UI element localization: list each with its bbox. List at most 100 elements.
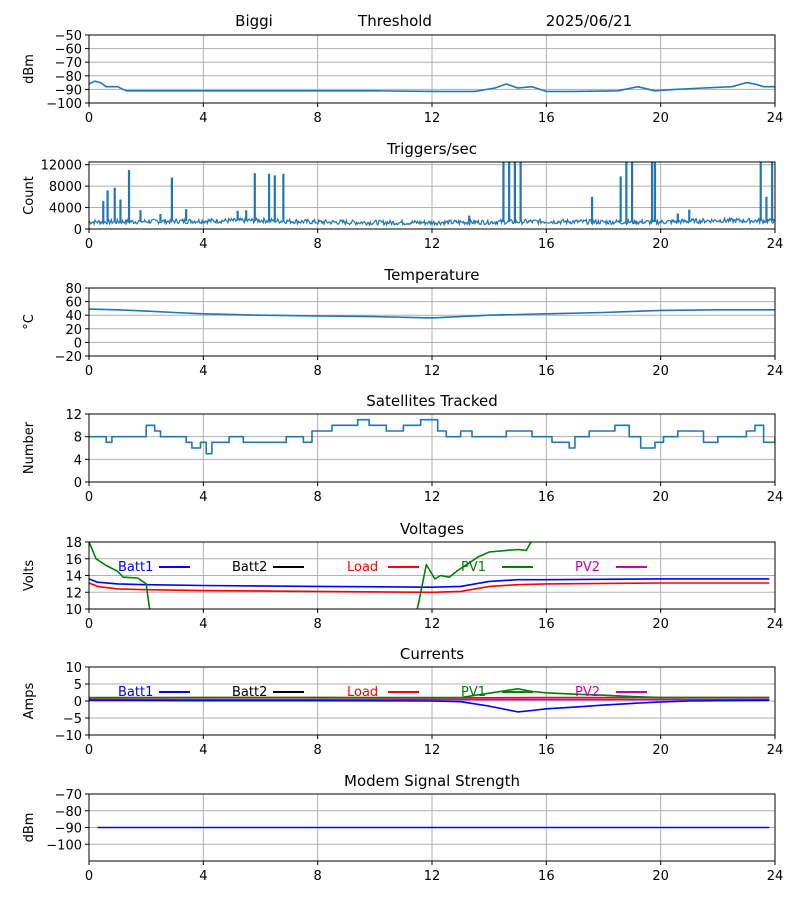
voltages-ytick-label: 12	[65, 586, 82, 601]
currents-ytick-label: 0	[74, 695, 82, 710]
legend-label-batt1: Batt1	[118, 685, 153, 700]
threshold-ytick-label: −100	[46, 97, 82, 112]
voltages-ytick-label: 18	[65, 536, 82, 551]
voltages-series-pv1	[89, 542, 151, 609]
threshold-xtick-label: 16	[538, 111, 555, 126]
modem-ytick-label: −90	[55, 822, 82, 837]
modem-xtick-label: 4	[199, 869, 207, 884]
threshold-xtick-label: 4	[199, 111, 207, 126]
threshold-ytick-label: −60	[55, 43, 82, 58]
modem-xtick-label: 20	[652, 869, 669, 884]
legend-label-batt1: Batt1	[118, 560, 153, 575]
currents-xtick-label: 0	[85, 743, 93, 758]
legend-label-pv1: PV1	[461, 685, 486, 700]
triggers-xtick-label: 20	[652, 237, 669, 252]
voltages-xtick-label: 16	[538, 617, 555, 632]
voltages-xtick-label: 8	[314, 617, 322, 632]
threshold-ylabel: dBm	[22, 54, 37, 84]
voltages-xtick-label: 0	[85, 617, 93, 632]
header-mode: Threshold	[357, 12, 432, 30]
threshold-xtick-label: 24	[767, 111, 784, 126]
currents-plot-area	[89, 687, 770, 713]
threshold-xtick-label: 12	[424, 111, 441, 126]
voltages-xtick-label: 12	[424, 617, 441, 632]
satellites-xtick-label: 4	[199, 490, 207, 505]
temperature-xtick-label: 24	[767, 364, 784, 379]
voltages-ytick-label: 16	[65, 553, 82, 568]
currents-ytick-label: −5	[63, 712, 82, 727]
modem-xtick-label: 12	[424, 869, 441, 884]
currents-xtick-label: 12	[424, 743, 441, 758]
currents-title: Currents	[400, 645, 464, 663]
triggers-xtick-label: 24	[767, 237, 784, 252]
currents-ytick-label: 10	[65, 661, 82, 676]
temperature-xtick-label: 4	[199, 364, 207, 379]
currents-ytick-label: −10	[55, 729, 82, 744]
currents-xtick-label: 8	[314, 743, 322, 758]
voltages-title: Voltages	[400, 520, 464, 538]
triggers-trace	[89, 216, 775, 227]
temperature-xtick-label: 16	[538, 364, 555, 379]
currents-ytick-label: 5	[74, 678, 82, 693]
triggers-xtick-label: 4	[199, 237, 207, 252]
satellites-ytick-label: 8	[74, 431, 82, 446]
threshold-xtick-label: 0	[85, 111, 93, 126]
currents-xtick-label: 4	[199, 743, 207, 758]
triggers-xtick-label: 0	[85, 237, 93, 252]
threshold-series-line	[89, 80, 775, 93]
temperature-xtick-label: 12	[424, 364, 441, 379]
voltages-ytick-label: 10	[65, 603, 82, 618]
voltages-xtick-label: 24	[767, 617, 784, 632]
satellites-series-line	[89, 418, 775, 455]
temperature-ytick-label: −20	[55, 350, 82, 365]
threshold-plot-area	[89, 80, 775, 93]
triggers-xtick-label: 16	[538, 237, 555, 252]
voltages-plot-area	[89, 542, 770, 609]
threshold-ytick-label: −90	[55, 83, 82, 98]
temperature-ytick-label: 20	[65, 323, 82, 338]
triggers-xtick-label: 8	[314, 237, 322, 252]
satellites-xtick-label: 16	[538, 490, 555, 505]
satellites-panel: Satellites Tracked Number 0 4 8 12 16 20 24 0 4 8 12	[22, 392, 783, 505]
voltages-series-pv1	[416, 542, 532, 609]
satellites-xtick-label: 24	[767, 490, 784, 505]
voltages-ylabel: Volts	[22, 560, 37, 592]
satellites-xtick-label: 8	[314, 490, 322, 505]
modem-xtick-label: 8	[314, 869, 322, 884]
satellites-ylabel: Number	[22, 421, 37, 474]
satellites-title: Satellites Tracked	[366, 392, 497, 410]
voltages-ytick-label: 14	[65, 570, 82, 585]
currents-panel: Currents Amps Batt1 Batt2 Load PV1 PV2 0 4 8 12 16 2…	[22, 645, 783, 758]
temperature-xtick-label: 0	[85, 364, 93, 379]
threshold-panel: dBm 0 4 8 12 16 20 24 −100−90−80−70−60−50	[22, 29, 783, 126]
modem-xtick-label: 24	[767, 869, 784, 884]
legend-label-pv2: PV2	[575, 560, 600, 575]
header-date: 2025/06/21	[546, 12, 632, 30]
legend-label-load: Load	[347, 685, 378, 700]
legend-label-pv2: PV2	[575, 685, 600, 700]
threshold-ytick-label: −50	[55, 29, 82, 44]
currents-xtick-label: 16	[538, 743, 555, 758]
triggers-title: Triggers/sec	[386, 140, 477, 158]
triggers-ytick-label: 0	[74, 223, 82, 238]
temperature-plot-area	[89, 308, 775, 319]
modem-ytick-label: −80	[55, 805, 82, 820]
voltages-xtick-label: 4	[199, 617, 207, 632]
modem-title: Modem Signal Strength	[344, 772, 520, 790]
threshold-ytick-label: −80	[55, 70, 82, 85]
currents-xtick-label: 20	[652, 743, 669, 758]
currents-series-batt1	[89, 699, 770, 713]
satellites-ytick-label: 12	[65, 408, 82, 423]
triggers-plot-area	[89, 162, 775, 227]
header-station: Biggi	[235, 12, 273, 30]
currents-xtick-label: 24	[767, 743, 784, 758]
temperature-ytick-label: 0	[74, 336, 82, 351]
satellites-xtick-label: 0	[85, 490, 93, 505]
modem-ytick-label: −70	[55, 788, 82, 803]
temperature-xtick-label: 20	[652, 364, 669, 379]
temperature-ytick-label: 80	[65, 282, 82, 297]
threshold-xtick-label: 8	[314, 111, 322, 126]
temperature-title: Temperature	[383, 266, 479, 284]
temperature-ytick-label: 60	[65, 296, 82, 311]
